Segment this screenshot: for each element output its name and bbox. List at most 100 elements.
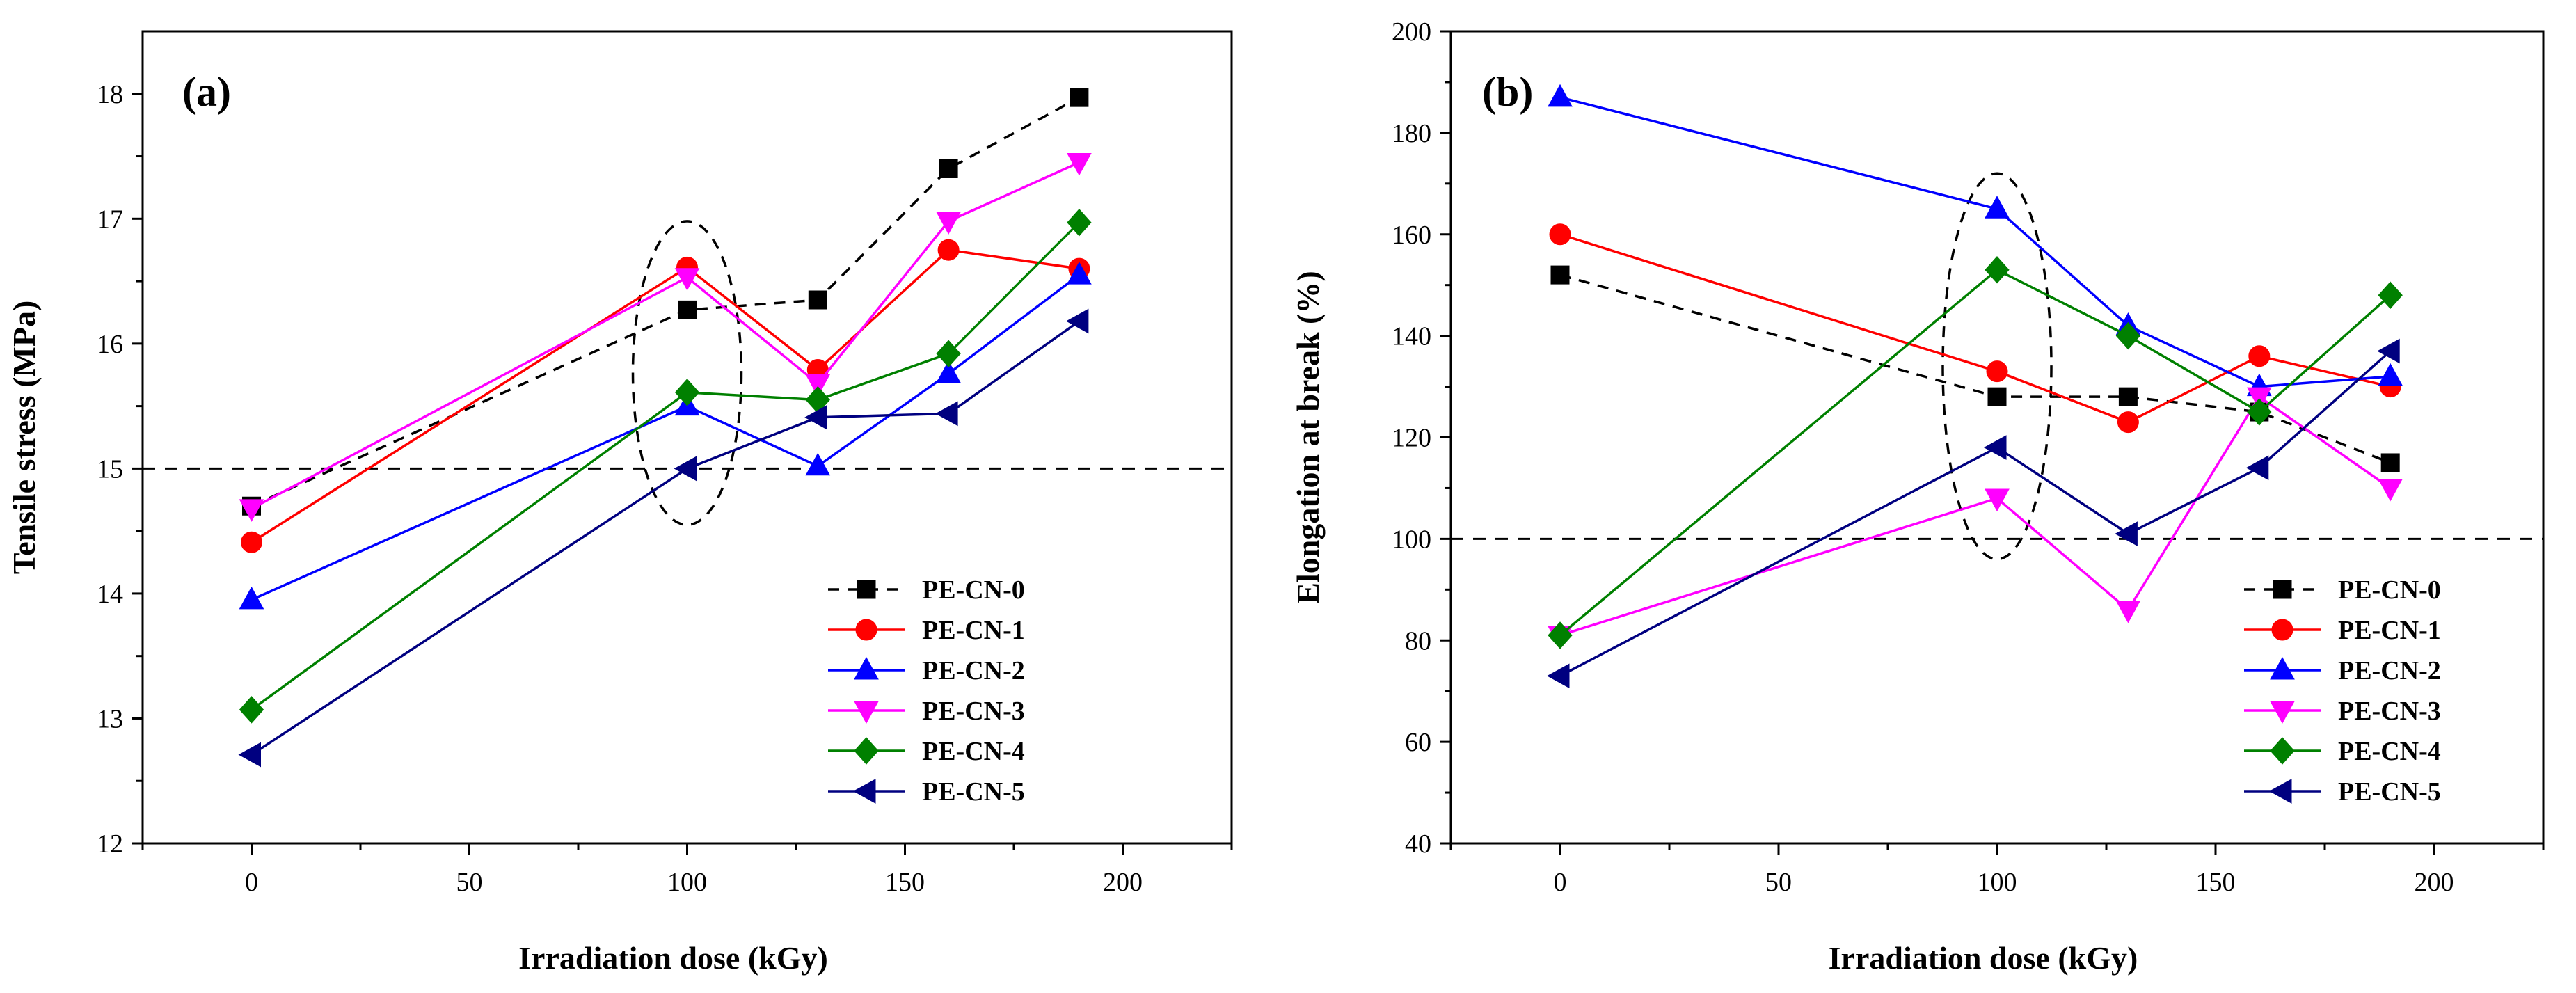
data-point [674, 456, 697, 482]
data-point [1985, 196, 2010, 219]
data-point [1985, 256, 2010, 284]
y-tick-label: 100 [1392, 525, 1431, 554]
data-point [2115, 321, 2141, 350]
legend-marker [857, 580, 876, 599]
series-pe-cn-4 [1548, 256, 2403, 649]
data-point [1548, 621, 1573, 649]
y-tick-label: 80 [1405, 626, 1431, 656]
y-tick-label: 60 [1405, 728, 1431, 757]
legend-label: PE-CN-5 [2338, 777, 2441, 807]
chart-panel-a: 0 50 100 150 200 12 13 14 15 16 17 18 Irradiation do… [6, 30, 1233, 976]
legend-label: PE-CN-0 [922, 575, 1025, 605]
data-point [935, 401, 958, 427]
data-point [2378, 281, 2403, 310]
x-tick-label: 150 [885, 868, 925, 897]
data-point [2247, 398, 2272, 426]
data-point [939, 159, 958, 178]
series-line [1559, 96, 2391, 388]
legend: PE-CN-0 PE-CN-1 PE-CN-2 PE-CN-3 PE-CN-4 PE-CN… [2244, 575, 2441, 807]
data-point [937, 239, 960, 261]
series-line [1559, 273, 2391, 464]
y-axis-title: Elongation at break (%) [1290, 271, 1326, 603]
x-tick-label: 0 [1554, 868, 1567, 897]
x-tick-label: 50 [1765, 868, 1792, 897]
data-point [1546, 663, 1570, 689]
series-pe-cn-3 [1548, 387, 2403, 649]
data-point [1983, 435, 2007, 460]
data-point [241, 531, 262, 553]
series-pe-cn-1 [241, 239, 1090, 553]
data-point [1067, 262, 1092, 285]
legend-label: PE-CN-3 [922, 697, 1025, 726]
legend: PE-CN-0 PE-CN-1 PE-CN-2 PE-CN-3 PE-CN-4 PE-CN… [828, 575, 1025, 807]
data-point [2115, 600, 2141, 623]
legend-label: PE-CN-0 [2338, 575, 2441, 605]
data-point [2377, 338, 2400, 364]
y-tick-label: 180 [1392, 119, 1431, 148]
legend-marker [2271, 619, 2293, 641]
data-point [804, 404, 827, 430]
data-point [936, 212, 961, 235]
y-tick-label: 16 [97, 330, 123, 359]
data-point [1549, 223, 1571, 246]
legend-label: PE-CN-2 [2338, 656, 2441, 685]
data-point [805, 374, 831, 397]
x-tick-label: 200 [2415, 868, 2454, 897]
data-point [1070, 88, 1089, 107]
data-point [674, 268, 700, 291]
legend-label: PE-CN-1 [2338, 616, 2441, 645]
legend-marker [2273, 580, 2292, 599]
data-point [239, 696, 264, 724]
data-point [2117, 411, 2139, 434]
legend-label: PE-CN-4 [2338, 737, 2441, 766]
legend-marker [2270, 737, 2295, 765]
data-point [1067, 208, 1092, 237]
series-line [251, 320, 1080, 756]
x-tick-label: 50 [456, 868, 483, 897]
series-pe-cn-2 [1548, 84, 2403, 397]
series-pe-cn-4 [239, 208, 1092, 724]
series-line [251, 273, 1080, 601]
data-point [2380, 453, 2400, 472]
y-tick-label: 160 [1392, 221, 1431, 250]
legend-marker [2270, 701, 2295, 724]
legend-marker [854, 737, 879, 765]
y-tick-label: 17 [97, 205, 123, 234]
series-pe-cn-3 [239, 153, 1092, 522]
y-tick-label: 18 [97, 80, 123, 109]
data-point [1985, 488, 2010, 512]
x-tick-label: 100 [667, 868, 707, 897]
series-pe-cn-0 [1550, 265, 2400, 472]
x-tick-label: 200 [1103, 868, 1143, 897]
legend-label: PE-CN-2 [922, 656, 1025, 685]
panel-label: (a) [182, 69, 231, 115]
data-point [936, 360, 961, 383]
data-point [674, 379, 700, 406]
series-pe-cn-5 [1546, 338, 2400, 689]
y-tick-label: 200 [1392, 17, 1431, 47]
data-point [2378, 478, 2403, 502]
series-pe-cn-2 [239, 262, 1092, 610]
data-point [678, 300, 697, 319]
series-pe-cn-5 [238, 308, 1089, 768]
data-point [808, 290, 827, 310]
legend-marker [2268, 779, 2292, 804]
data-point [1067, 153, 1092, 176]
data-point [1986, 360, 2008, 383]
data-point [2118, 387, 2138, 406]
x-axis-title: Irradiation dose (kGy) [518, 940, 828, 976]
legend-label: PE-CN-3 [2338, 697, 2441, 726]
data-point [1987, 387, 2007, 406]
y-tick-label: 140 [1392, 322, 1431, 351]
chart-panel-b: 0 50 100 150 200 40 60 80 100 120 140 160 180 200 Irra… [1290, 17, 2545, 976]
data-point [1548, 84, 1573, 107]
highlight-ellipse [1941, 172, 2053, 561]
legend-marker [855, 619, 877, 641]
data-point [805, 452, 831, 476]
series-line [251, 96, 1080, 507]
highlight-ellipse [631, 220, 743, 526]
x-tick-label: 150 [2196, 868, 2236, 897]
series-pe-cn-0 [242, 88, 1089, 516]
y-tick-label: 40 [1405, 829, 1431, 859]
